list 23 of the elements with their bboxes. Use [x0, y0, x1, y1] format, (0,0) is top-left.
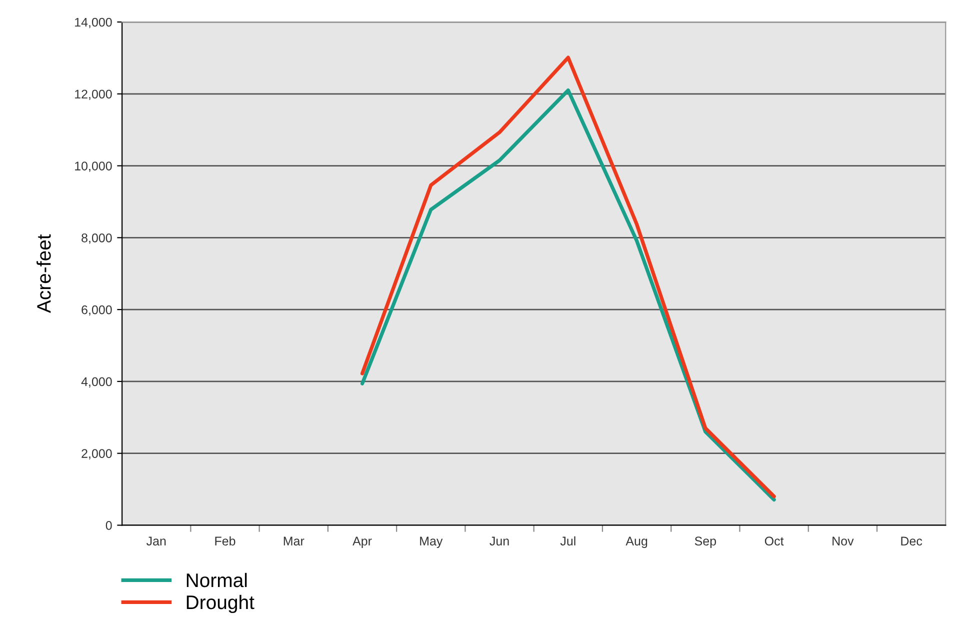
- x-tick-label: Jan: [146, 536, 166, 546]
- y-tick-label: 0: [106, 521, 112, 530]
- x-tick-label: Nov: [832, 536, 854, 546]
- x-tick-label: Apr: [352, 536, 372, 548]
- y-tick-label: 14,000: [75, 18, 112, 28]
- y-tick-label: 6,000: [82, 305, 112, 316]
- x-tick-label: Oct: [764, 536, 784, 546]
- y-tick-label: 10,000: [75, 162, 112, 172]
- x-tick-label: Dec: [901, 536, 922, 546]
- x-tick-label: Mar: [284, 536, 304, 546]
- x-tick-label: Sep: [694, 536, 716, 548]
- legend-label: Drought: [186, 594, 254, 614]
- x-tick-label: Aug: [626, 536, 648, 548]
- x-tick-label: Feb: [215, 536, 236, 546]
- y-tick-label: 2,000: [82, 449, 112, 460]
- y-tick-label: 8,000: [82, 233, 112, 244]
- x-tick-label: Jun: [490, 536, 509, 546]
- x-tick-label: May: [420, 536, 443, 548]
- legend-label: Normal: [186, 572, 247, 588]
- y-tick-label: 12,000: [75, 90, 112, 100]
- x-tick-label: Jul: [560, 536, 576, 546]
- y-tick-label: 4,000: [81, 377, 112, 388]
- y-axis-title: Acre-feet: [36, 234, 51, 314]
